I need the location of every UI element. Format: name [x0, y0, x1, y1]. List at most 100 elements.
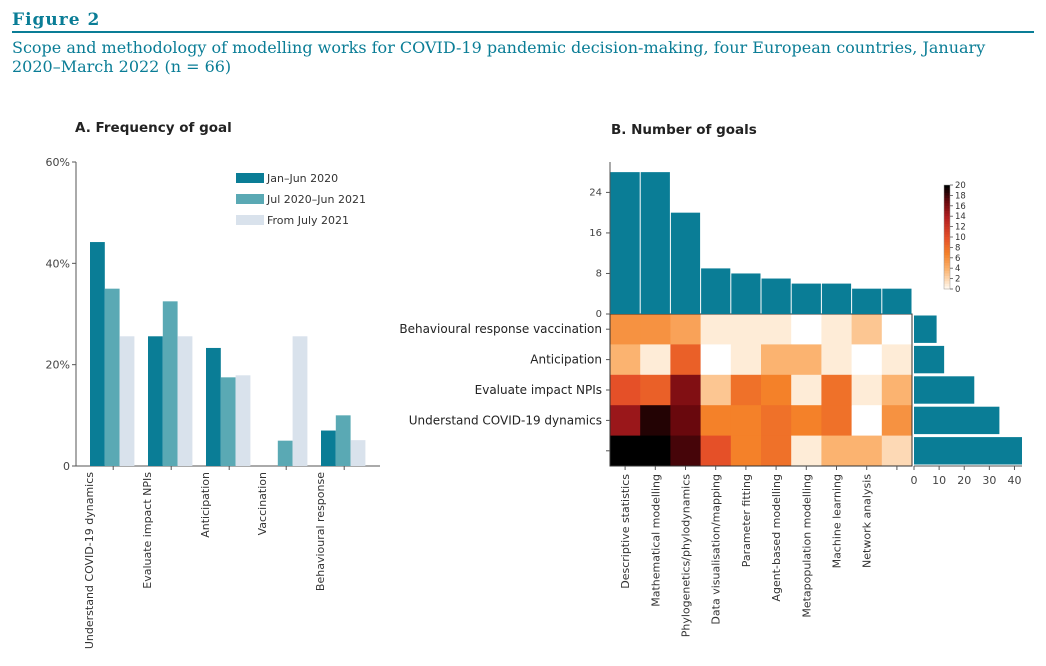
- colorbar-tick-label: 0: [955, 285, 960, 295]
- heatmap-cell: [610, 344, 641, 376]
- colorbar-segment: [944, 226, 950, 230]
- colorbar-segment: [944, 244, 950, 248]
- row-total-bar: [914, 315, 937, 343]
- bar: [206, 347, 221, 466]
- heatmap-cell: [700, 374, 732, 406]
- colorbar-segment: [944, 234, 950, 238]
- colorbar-segment: [944, 231, 950, 235]
- colorbar-segment: [944, 192, 950, 196]
- heatmap-cell: [791, 314, 822, 345]
- top-axis-tick-label: 16: [589, 228, 602, 239]
- bar: [119, 336, 135, 466]
- x-tick-label: Understand COVID-19 dynamics: [83, 472, 96, 649]
- heatmap-cell: [761, 435, 792, 467]
- bar: [148, 336, 163, 466]
- heatmap-cell: [670, 405, 701, 436]
- x-tick-label: Behavioural response: [314, 472, 327, 591]
- heatmap-cell: [670, 435, 701, 467]
- colorbar-segment: [944, 224, 950, 228]
- colorbar-tick-label: 10: [955, 233, 966, 243]
- heatmap-cell: [761, 374, 792, 406]
- heatmap-cell: [881, 314, 913, 345]
- heatmap-cell: [791, 344, 822, 376]
- row-label: Evaluate impact NPIs: [475, 383, 602, 397]
- column-label: Machine learning: [831, 474, 844, 568]
- legend-label: Jan–Jun 2020: [266, 172, 338, 185]
- colorbar-segment: [944, 268, 950, 272]
- heatmap-cell: [730, 405, 762, 436]
- heatmap-cell: [761, 344, 792, 376]
- colorbar-tick-label: 12: [955, 223, 966, 233]
- panel-b-title: B. Number of goals: [611, 122, 757, 138]
- colorbar-segment: [944, 190, 950, 194]
- y-tick-label: 20%: [46, 359, 70, 372]
- legend-label: Jul 2020–Jun 2021: [266, 193, 366, 206]
- column-total-bar: [882, 288, 912, 314]
- bar: [104, 288, 120, 466]
- heatmap-cell: [670, 374, 701, 406]
- column-total-bar: [761, 278, 791, 314]
- top-axis-tick-label: 0: [596, 309, 602, 320]
- column-total-bar: [640, 172, 670, 314]
- colorbar-segment: [944, 273, 950, 277]
- heatmap-cell: [730, 435, 762, 467]
- legend-label: From July 2021: [267, 214, 349, 227]
- colorbar-tick-label: 14: [955, 212, 966, 222]
- colorbar-segment: [944, 263, 950, 267]
- colorbar-segment: [944, 185, 950, 189]
- heatmap-cell: [881, 435, 913, 467]
- heatmap-cell: [700, 344, 732, 376]
- column-total-bar: [852, 288, 882, 314]
- panel-a-title: A. Frequency of goal: [75, 120, 232, 136]
- bar: [177, 336, 193, 466]
- colorbar-segment: [944, 250, 950, 254]
- heatmap-cell: [610, 374, 641, 406]
- row-total-bar: [914, 437, 1022, 465]
- colorbar-tick-label: 8: [955, 243, 960, 253]
- figure-rule: [12, 31, 1034, 33]
- top-axis-tick-label: 8: [596, 268, 602, 279]
- x-tick-label: Anticipation: [199, 472, 212, 538]
- figure-caption: Scope and methodology of modelling works…: [12, 38, 986, 76]
- colorbar-segment: [944, 205, 950, 209]
- column-label: Data visualisation/mapping: [710, 474, 723, 625]
- heatmap-cell: [730, 314, 762, 345]
- colorbar-segment: [944, 195, 950, 199]
- colorbar-segment: [944, 221, 950, 225]
- heatmap-cell: [851, 374, 883, 406]
- row-label: Anticipation: [530, 353, 602, 367]
- heatmap-cell: [610, 435, 641, 467]
- colorbar-tick-label: 6: [955, 254, 960, 264]
- heatmap-cell: [851, 405, 883, 436]
- colorbar-segment: [944, 216, 950, 220]
- column-label: Agent-based modelling: [770, 474, 783, 602]
- colorbar-segment: [944, 239, 950, 243]
- heatmap-cell: [640, 405, 671, 436]
- column-total-bar: [610, 172, 640, 314]
- row-total-bar: [914, 406, 1000, 435]
- colorbar-segment: [944, 213, 950, 217]
- colorbar-segment: [944, 242, 950, 246]
- legend-swatch: [236, 194, 264, 204]
- top-axis-tick-label: 24: [589, 187, 602, 198]
- column-label: Descriptive statistics: [619, 474, 632, 589]
- row-label: Understand COVID-19 dynamics: [409, 413, 602, 427]
- y-tick-label: 60%: [46, 156, 70, 169]
- row-label: Behavioural response vaccination: [399, 322, 602, 336]
- heatmap-cell: [761, 405, 792, 436]
- colorbar-segment: [944, 283, 950, 287]
- colorbar-segment: [944, 229, 950, 233]
- heatmap-cell: [730, 344, 762, 376]
- colorbar-segment: [944, 255, 950, 259]
- heatmap-cell: [670, 314, 701, 345]
- heatmap-cell: [821, 435, 852, 467]
- column-label: Phylogenetics/phylodynamics: [680, 474, 693, 638]
- heatmap-cell: [851, 314, 883, 345]
- bar: [162, 301, 178, 466]
- right-axis-tick-label: 40: [1007, 474, 1021, 487]
- colorbar-segment: [944, 265, 950, 269]
- colorbar-tick-label: 2: [955, 275, 960, 285]
- heatmap-cell: [881, 344, 913, 376]
- right-axis-tick-label: 10: [932, 474, 946, 487]
